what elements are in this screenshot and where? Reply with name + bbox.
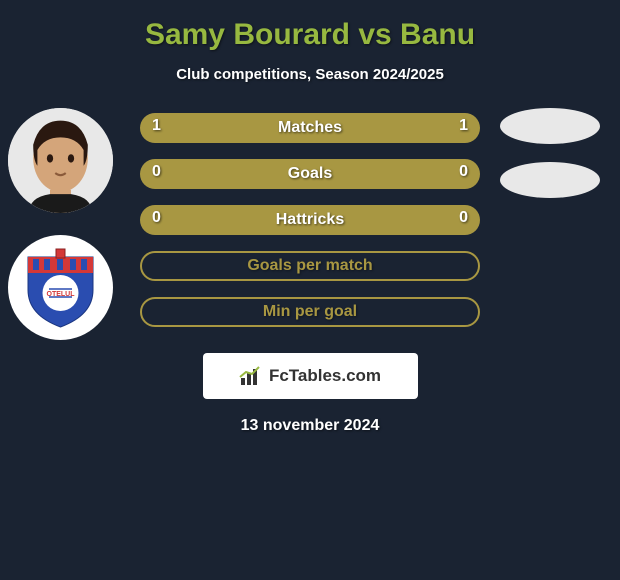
snapshot-date: 13 november 2024	[0, 417, 620, 435]
stat-row-goals-per-match: Goals per match	[140, 251, 480, 297]
player1-club-badge: OTELUL	[8, 235, 113, 340]
stat-label: Goals per match	[247, 257, 372, 275]
stat-bar: 0 Goals 0	[140, 159, 480, 189]
bar-chart-icon	[239, 366, 263, 386]
stat-label: Hattricks	[276, 211, 344, 229]
stat-value-left: 0	[152, 209, 161, 227]
brand-text: FcTables.com	[269, 366, 381, 386]
stat-row-hattricks: 0 Hattricks 0	[140, 205, 480, 251]
stat-label: Min per goal	[263, 303, 357, 321]
stat-row-matches: 1 Matches 1	[140, 113, 480, 159]
stat-bar-outline: Goals per match	[140, 251, 480, 281]
comparison-widget: Samy Bourard vs Banu Club competitions, …	[0, 0, 620, 445]
stat-value-right: 0	[459, 163, 468, 181]
stat-label: Matches	[278, 119, 342, 137]
stat-label: Goals	[288, 165, 332, 183]
player-left-column: OTELUL	[8, 108, 113, 340]
branding-badge[interactable]: FcTables.com	[203, 353, 418, 399]
stat-row-goals: 0 Goals 0	[140, 159, 480, 205]
player-right-column	[500, 108, 600, 216]
stat-bar-outline: Min per goal	[140, 297, 480, 327]
player2-avatar-placeholder	[500, 108, 600, 144]
subtitle: Club competitions, Season 2024/2025	[0, 66, 620, 83]
player2-club-placeholder	[500, 162, 600, 198]
club-crest-icon: OTELUL	[23, 245, 98, 330]
player1-avatar	[8, 108, 113, 213]
stat-bar: 1 Matches 1	[140, 113, 480, 143]
stat-value-left: 1	[152, 117, 161, 135]
stat-value-right: 1	[459, 117, 468, 135]
stat-bar: 0 Hattricks 0	[140, 205, 480, 235]
player-face-icon	[8, 108, 113, 213]
stat-row-min-per-goal: Min per goal	[140, 297, 480, 343]
stat-value-left: 0	[152, 163, 161, 181]
comparison-area: OTELUL 1 Matches 1 0 Goals 0	[0, 113, 620, 343]
stat-value-right: 0	[459, 209, 468, 227]
page-title: Samy Bourard vs Banu	[0, 18, 620, 52]
